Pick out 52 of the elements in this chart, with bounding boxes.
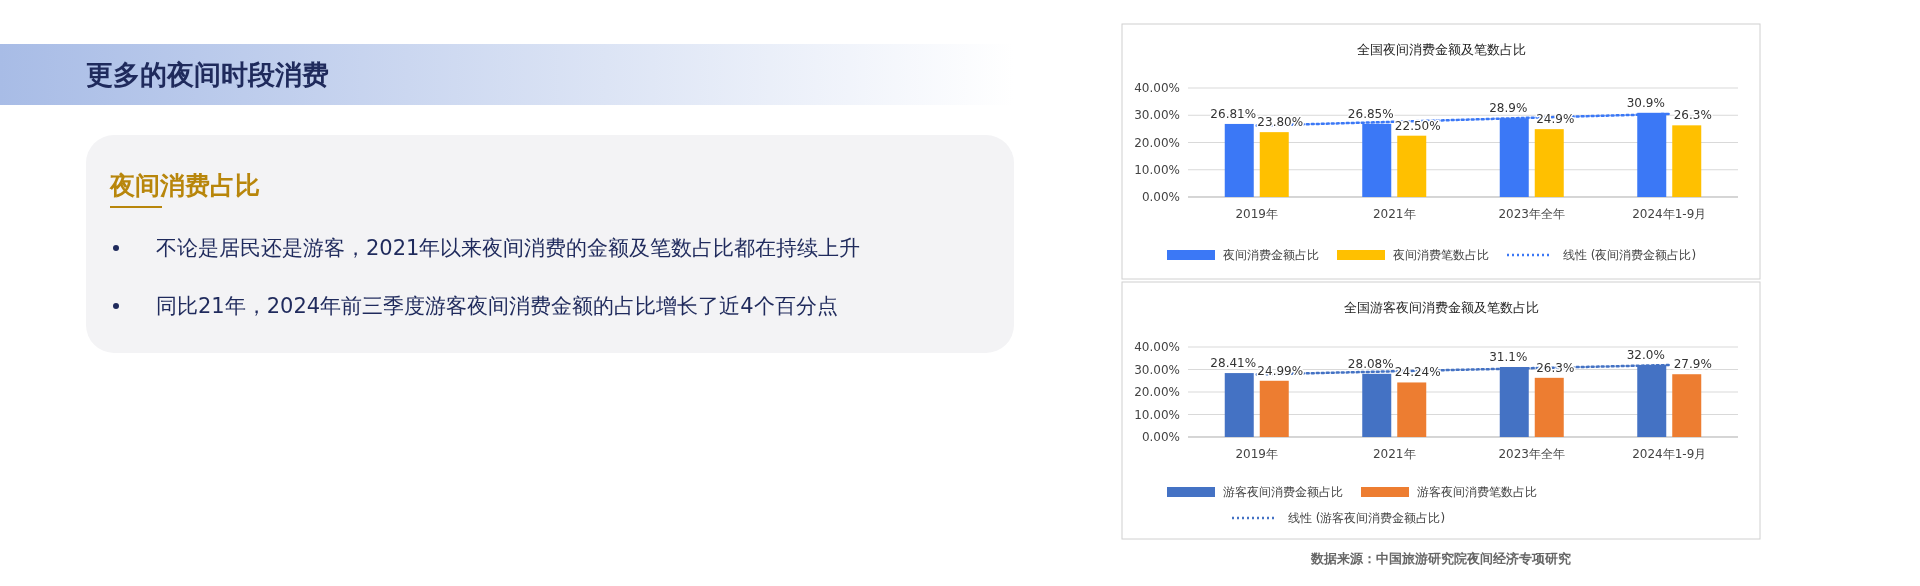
data-label: 30.9% — [1626, 95, 1665, 110]
legend-label: 游客夜间消费笔数占比 — [1417, 485, 1537, 499]
legend-label: 夜间消费笔数占比 — [1393, 248, 1489, 262]
y-tick-label: 0.00% — [1141, 430, 1180, 444]
data-label: 27.9% — [1673, 357, 1712, 372]
x-tick-label: 2019年 — [1235, 207, 1279, 221]
data-label: 26.85% — [1347, 106, 1394, 121]
text: 更多的夜间时段消费 — [86, 59, 329, 90]
data-label: 28.08% — [1347, 356, 1394, 371]
y-tick-label: 40.00% — [1134, 81, 1180, 95]
bar — [1224, 373, 1254, 437]
source-note: 数据来源：中国旅游研究院夜间经济专项研究 — [1310, 551, 1571, 566]
chart-title: 全国游客夜间消费金额及笔数占比 — [1343, 300, 1539, 315]
data-label: 32.0% — [1626, 348, 1665, 362]
y-tick-label: 20.00% — [1134, 385, 1180, 399]
bar — [1397, 382, 1427, 437]
x-tick-label: 2021年 — [1372, 207, 1416, 221]
bar — [1672, 125, 1702, 197]
text: 夜间消费占比 — [109, 171, 260, 200]
data-label: 26.81% — [1210, 106, 1257, 121]
y-tick-label: 10.00% — [1134, 162, 1180, 177]
x-tick-label: 2023年全年 — [1498, 447, 1566, 461]
y-tick-label: 30.00% — [1134, 362, 1180, 377]
legend-label: 游客夜间消费金额占比 — [1223, 485, 1343, 499]
data-label: 26.3% — [1673, 108, 1712, 123]
bar — [1259, 380, 1289, 437]
chart-title: 全国夜间消费金额及笔数占比 — [1356, 42, 1526, 57]
bar — [1672, 374, 1702, 437]
y-tick-label: 30.00% — [1134, 108, 1180, 123]
data-label: 31.1% — [1489, 350, 1528, 365]
x-tick-label: 2024年1-9月 — [1632, 207, 1707, 221]
x-tick-label: 2023年全年 — [1498, 207, 1566, 221]
bar — [1397, 135, 1427, 197]
text: 不论是居民还是游客，2021年以来夜间消费的金额及笔数占比都在持续上升 — [156, 236, 861, 260]
x-tick-label: 2021年 — [1372, 447, 1416, 461]
y-tick-label: 0.00% — [1141, 190, 1180, 204]
legend-label: 线性 (夜间消费金额占比) — [1563, 248, 1697, 262]
bar — [1534, 129, 1564, 197]
legend-label: 夜间消费金额占比 — [1223, 248, 1319, 262]
y-tick-label: 40.00% — [1134, 340, 1180, 354]
legend-label: 线性 (游客夜间消费金额占比) — [1288, 511, 1446, 525]
bar — [1534, 377, 1564, 437]
text: 同比21年，2024年前三季度游客夜间消费金额的占比增长了近4个百分点 — [156, 294, 838, 318]
y-tick-label: 20.00% — [1134, 135, 1180, 150]
bar — [1259, 132, 1289, 197]
bar — [1224, 123, 1254, 197]
data-label: 28.9% — [1489, 101, 1528, 116]
data-label: 28.41% — [1210, 356, 1257, 371]
x-tick-label: 2024年1-9月 — [1632, 447, 1707, 461]
x-tick-label: 2019年 — [1235, 447, 1279, 461]
y-tick-label: 10.00% — [1134, 407, 1180, 422]
data-label: 22.50% — [1394, 118, 1441, 133]
